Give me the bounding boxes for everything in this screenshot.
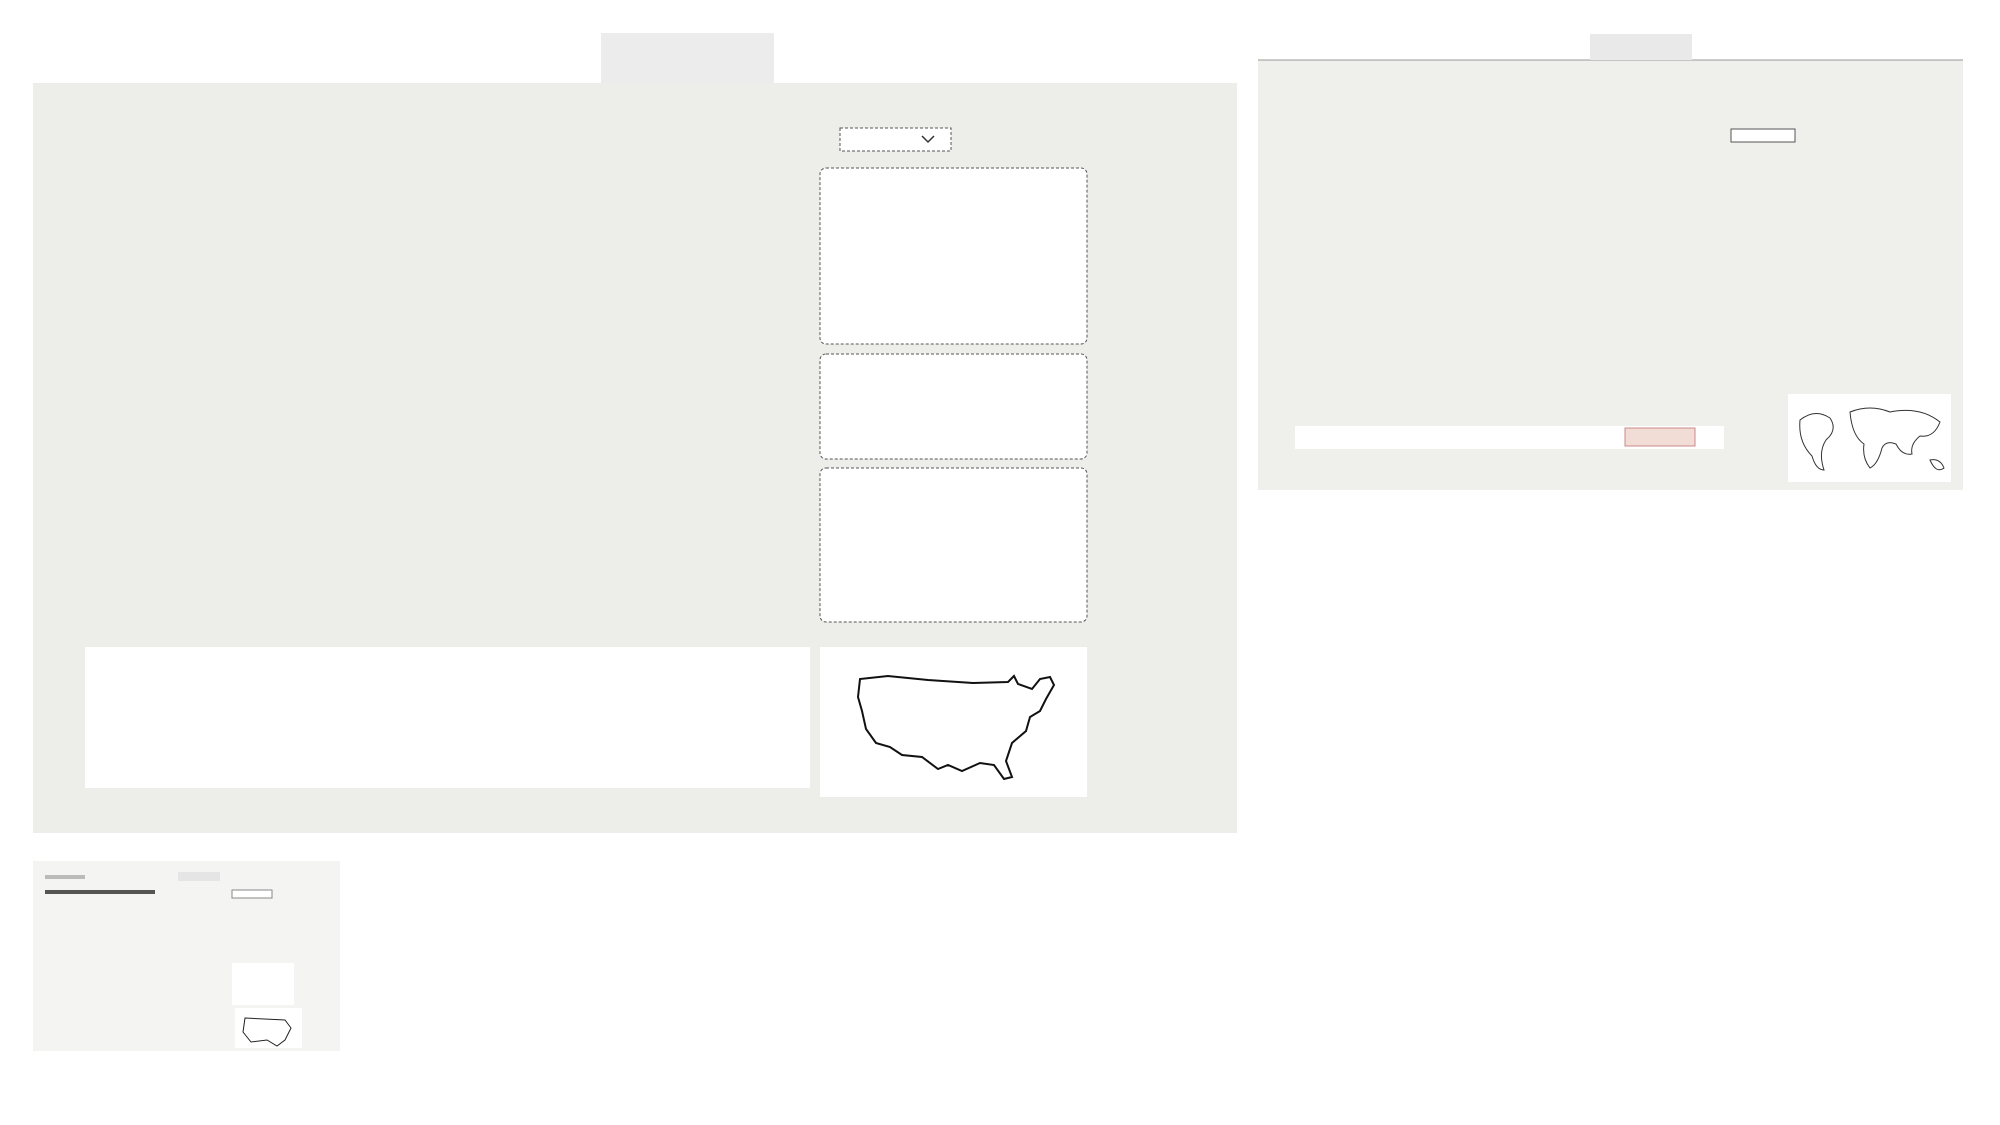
group-box <box>819 353 1088 460</box>
active-tab[interactable] <box>1590 34 1692 60</box>
thumb-title <box>45 890 155 894</box>
dropdown-arrow <box>921 135 935 144</box>
dropdown[interactable] <box>1730 128 1796 143</box>
group-box <box>819 167 1088 345</box>
us-map[interactable] <box>856 674 1056 781</box>
timeline-window[interactable] <box>1624 427 1696 447</box>
timeline-panel <box>1295 426 1724 449</box>
thumb-nav <box>45 875 85 879</box>
group-box <box>819 467 1088 623</box>
thumb-map <box>235 1008 302 1048</box>
thumb-us-map <box>242 1017 292 1047</box>
thumb-box <box>232 963 294 1005</box>
timeline-panel <box>85 647 810 788</box>
dropdown[interactable] <box>839 127 952 152</box>
thumb-dropdown <box>231 889 273 899</box>
active-tab[interactable] <box>601 33 774 83</box>
thumb-tab <box>178 872 220 881</box>
tribe-groups <box>819 167 1088 623</box>
world-map <box>1799 407 1945 471</box>
